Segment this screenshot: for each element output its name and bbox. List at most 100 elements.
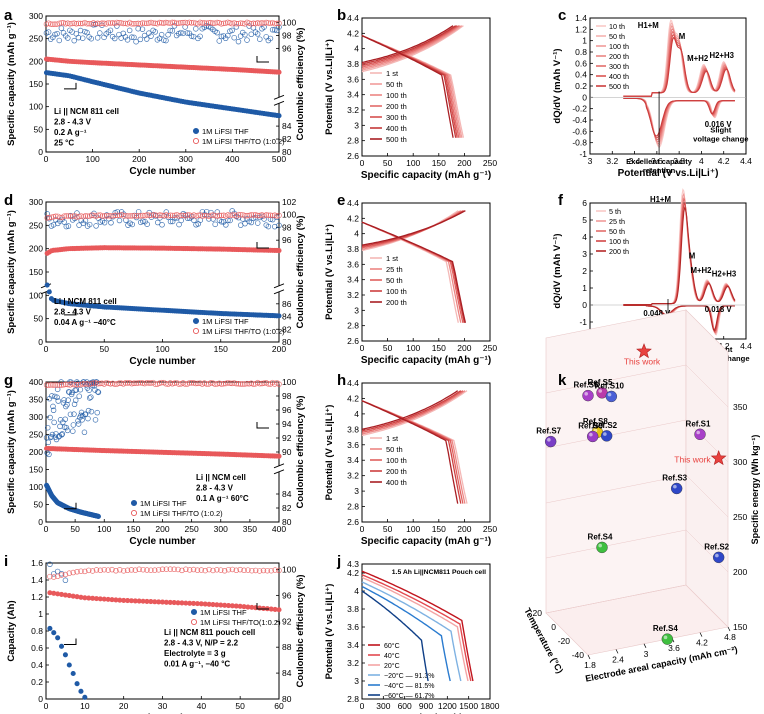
- data-point: [248, 219, 255, 226]
- legend-label: 500 th: [386, 135, 407, 144]
- delta-v-label: 0.016 V: [705, 120, 733, 129]
- y-axis-label: Coulombic efficiency (%): [295, 396, 306, 509]
- y-tick-label: 2.8: [347, 694, 359, 704]
- data-point: [159, 222, 165, 228]
- y-tick-label: 5: [582, 215, 587, 225]
- axis-break-mark: [273, 100, 285, 106]
- y-tick-label: 4: [354, 586, 359, 596]
- x-tick-label: 0: [360, 701, 365, 711]
- point-highlight: [589, 432, 593, 437]
- data-point: [223, 222, 229, 228]
- panel-letter-d: d: [4, 192, 13, 209]
- condition-text: 0.04 A g⁻¹ −40°C: [54, 318, 116, 327]
- data-point: [78, 688, 84, 694]
- peak-label: H2+H3: [712, 270, 737, 279]
- x-tick-label: 4.2: [718, 156, 730, 166]
- y-tick-label: 80: [282, 694, 292, 704]
- data-point: [242, 220, 248, 227]
- data-point: [254, 20, 261, 26]
- panel-letter-i: i: [4, 553, 8, 570]
- data-point: [265, 223, 272, 230]
- y-tick-label: -20: [558, 636, 571, 646]
- data-point: [276, 607, 282, 613]
- y-tick-label: 1.2: [31, 592, 43, 602]
- data-point: [141, 20, 148, 26]
- peak-label: M: [679, 32, 686, 41]
- y-tick-label: 3.4: [347, 90, 359, 100]
- data-point: [84, 213, 91, 219]
- data-point: [71, 37, 77, 44]
- data-point: [276, 453, 282, 459]
- legend-marker: [192, 317, 200, 325]
- y-tick-label: 3: [354, 120, 359, 130]
- reference-point: [596, 541, 608, 554]
- data-point: [144, 221, 150, 227]
- legend-label: 5 th: [609, 207, 621, 216]
- condition-text: Li | NCM 811 cell: [54, 297, 117, 306]
- data-point: [47, 625, 53, 632]
- data-point: [163, 19, 169, 26]
- y-tick-label: 1: [582, 283, 587, 293]
- y-tick-label: 4.2: [347, 393, 359, 403]
- delta-v-label: 0.018 V: [705, 305, 733, 314]
- data-point: [86, 20, 92, 27]
- legend-label: 100 th: [609, 42, 629, 51]
- data-point: [139, 20, 146, 26]
- point-highlight: [673, 484, 677, 489]
- x-tick-label: 250: [483, 158, 497, 168]
- y-tick-label: 3.8: [347, 604, 359, 614]
- data-point: [74, 214, 80, 220]
- legend-label: 1M LiFSI THF: [202, 127, 249, 136]
- point-label: Ref.S2: [704, 542, 729, 551]
- condition-text: 0.01 A g⁻¹, −40 °C: [164, 660, 230, 669]
- x-tick-label: 250: [483, 524, 497, 534]
- data-point: [139, 26, 146, 32]
- data-point: [271, 20, 278, 27]
- y-tick-label: -1: [579, 149, 587, 159]
- data-point: [97, 30, 103, 36]
- data-point: [106, 212, 112, 219]
- reference-point: [586, 430, 599, 443]
- y-tick-label: 82: [282, 134, 292, 144]
- point-highlight: [598, 543, 602, 548]
- y-tick-label: 4.4: [347, 13, 359, 23]
- y-axis-label: Specific capacity (mAh g⁻¹): [6, 210, 17, 334]
- data-point: [105, 19, 112, 26]
- data-point: [218, 21, 225, 27]
- x-tick-label: 200: [272, 344, 286, 354]
- y-tick-label: -0.4: [572, 115, 587, 125]
- y-tick-label: 88: [282, 642, 292, 652]
- panel-letter-h: h: [337, 372, 346, 389]
- point-label: Ref.S2: [592, 421, 617, 430]
- data-point: [75, 20, 82, 27]
- y-tick-label: 200: [29, 56, 43, 66]
- data-point: [122, 20, 129, 27]
- data-point: [167, 218, 174, 225]
- data-point: [133, 38, 139, 45]
- data-point: [237, 20, 244, 26]
- x-tick-label: 3.2: [606, 156, 618, 166]
- y-tick-label: 150: [29, 465, 43, 475]
- data-point: [118, 20, 124, 26]
- y-axis-label: Coulombic efficiency (%): [295, 28, 306, 141]
- y-tick-label: 84: [282, 489, 292, 499]
- data-point: [71, 20, 77, 26]
- data-point: [152, 29, 159, 35]
- y-tick-label: 0: [38, 517, 43, 527]
- legend-label: 1M LiFSI THF: [140, 499, 187, 508]
- y-tick-label: 6: [582, 198, 587, 208]
- data-point: [265, 20, 272, 26]
- reference-point: [582, 389, 594, 402]
- y-tick-label: -0.2: [572, 104, 587, 114]
- data-point: [225, 217, 231, 224]
- peak-label: H2+H3: [709, 51, 734, 60]
- data-point: [220, 20, 227, 27]
- data-point: [108, 213, 114, 219]
- y-tick-label: 0.4: [575, 70, 587, 80]
- data-point: [201, 20, 208, 26]
- data-point: [107, 20, 114, 26]
- y-tick-label: 3: [354, 486, 359, 496]
- data-point: [248, 21, 255, 27]
- data-point: [207, 19, 214, 26]
